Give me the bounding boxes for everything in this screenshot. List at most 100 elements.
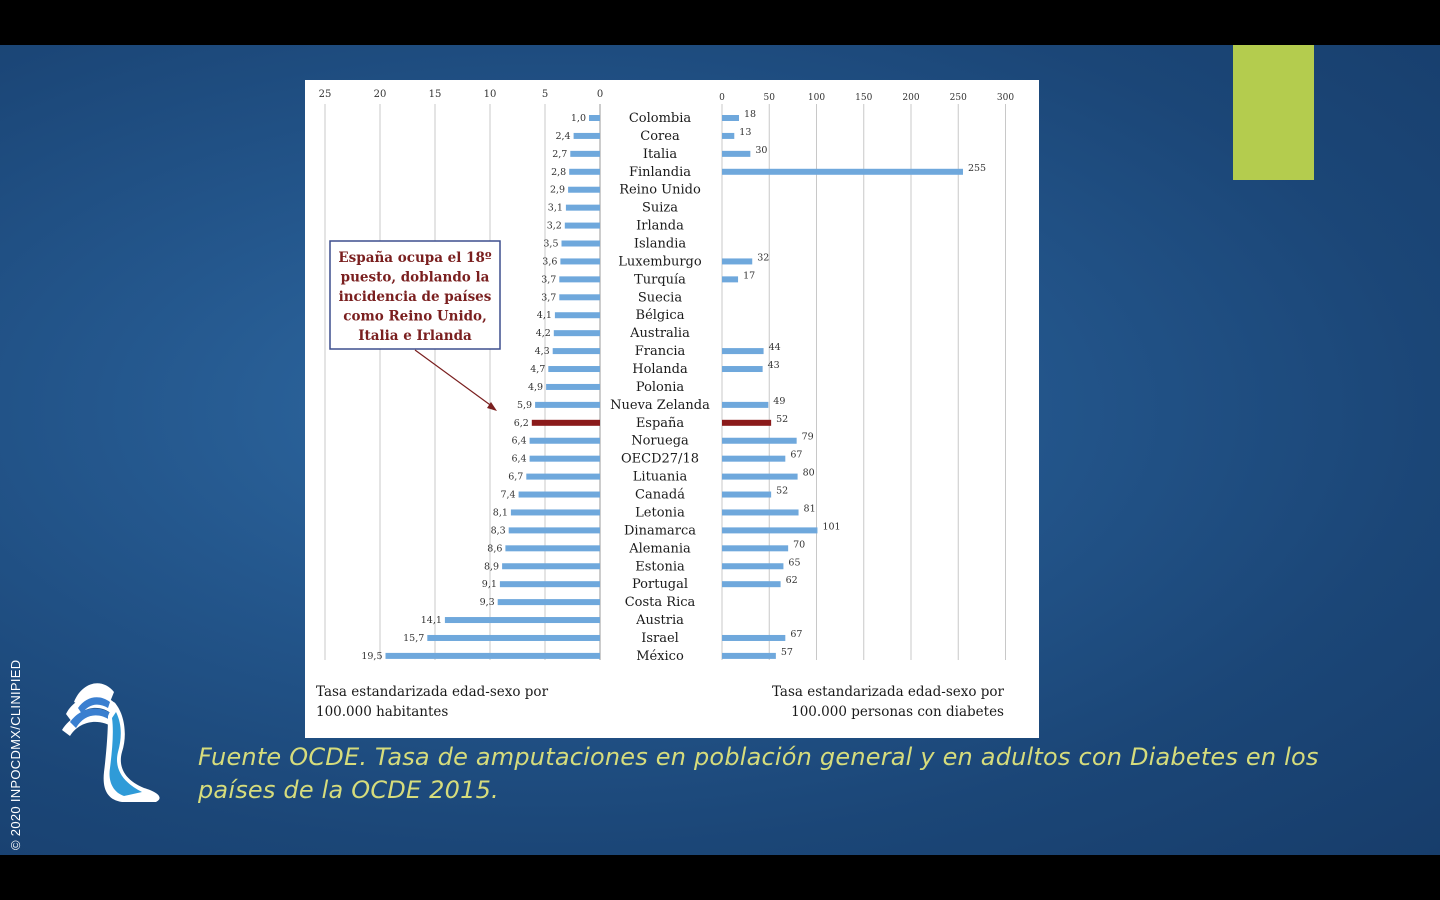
left-bar-holanda xyxy=(548,366,600,373)
left-value-label: 1,0 xyxy=(571,113,586,124)
annotation-line: puesto, doblando la xyxy=(341,270,490,286)
right-bar-luxemburgo xyxy=(722,258,753,265)
category-label: Islandia xyxy=(634,237,687,252)
category-label: Suecia xyxy=(638,290,682,305)
left-value-label: 4,9 xyxy=(528,382,543,393)
left-value-label: 6,4 xyxy=(511,436,526,447)
category-label: Polonia xyxy=(636,380,685,395)
right-value-label: 255 xyxy=(968,163,986,174)
accent-rectangle xyxy=(1233,45,1314,180)
right-bar-m-xico xyxy=(722,652,776,659)
annotation-box xyxy=(329,240,501,350)
left-value-label: 3,1 xyxy=(548,203,563,214)
annotation-arrowhead xyxy=(487,402,497,411)
left-value-label: 6,2 xyxy=(514,418,529,429)
category-label: Austria xyxy=(635,613,684,628)
left-bar-colombia xyxy=(589,115,600,121)
right-bar-turqu-a xyxy=(722,276,739,283)
left-value-label: 7,4 xyxy=(500,490,515,501)
left-bar-islandia xyxy=(561,240,600,247)
annotation-arrow-line xyxy=(414,349,494,408)
category-label: Canadá xyxy=(635,488,685,503)
left-bar-canad- xyxy=(518,491,600,498)
right-value-label: 67 xyxy=(790,450,802,461)
right-bar-dinamarca xyxy=(722,527,818,534)
left-tick-label: 25 xyxy=(319,89,332,100)
right-value-label: 30 xyxy=(755,145,767,156)
right-bar-lituania xyxy=(722,473,798,480)
left-value-label: 2,9 xyxy=(550,185,565,196)
left-tick-label: 20 xyxy=(374,89,387,100)
left-value-label: 3,7 xyxy=(541,292,556,303)
category-label: Costa Rica xyxy=(625,595,696,610)
left-value-label: 19,5 xyxy=(361,651,382,662)
right-value-label: 81 xyxy=(804,503,816,514)
left-value-label: 15,7 xyxy=(403,633,424,644)
right-axis-title: Tasa estandarizada edad-sexo por xyxy=(772,684,1005,700)
category-label: Suiza xyxy=(642,201,678,216)
left-bar-reino-unido xyxy=(568,186,600,193)
right-value-label: 52 xyxy=(776,486,788,497)
left-bar-letonia xyxy=(510,509,600,516)
left-bar-alemania xyxy=(505,545,600,552)
left-bar-estonia xyxy=(502,563,600,570)
right-bar-finlandia xyxy=(722,168,963,175)
left-value-label: 9,1 xyxy=(482,579,497,590)
left-value-label: 8,6 xyxy=(487,543,502,554)
right-value-label: 44 xyxy=(769,342,781,353)
right-axis-title: 100.000 personas con diabetes xyxy=(791,704,1004,720)
right-bar-espa-a xyxy=(722,419,772,426)
right-tick-label: 150 xyxy=(855,93,872,103)
annotation-line: incidencia de países xyxy=(339,289,492,305)
left-bar-costa-rica xyxy=(497,599,600,606)
category-label: Holanda xyxy=(632,362,688,377)
left-value-label: 3,5 xyxy=(543,239,558,250)
left-bar-nueva-zelanda xyxy=(535,401,600,408)
right-bar-oecd27-18 xyxy=(722,455,786,462)
right-bar-letonia xyxy=(722,509,799,516)
left-value-label: 4,1 xyxy=(537,310,552,321)
left-value-label: 14,1 xyxy=(421,615,442,626)
left-bar-turqu-a xyxy=(559,276,600,283)
right-value-label: 57 xyxy=(781,647,793,658)
left-value-label: 8,9 xyxy=(484,561,499,572)
left-tick-label: 0 xyxy=(597,89,603,100)
category-label: México xyxy=(636,649,684,664)
left-axis-title: Tasa estandarizada edad-sexo por xyxy=(316,684,549,700)
left-value-label: 3,6 xyxy=(542,256,557,267)
left-value-label: 9,3 xyxy=(480,597,495,608)
right-tick-label: 0 xyxy=(719,93,725,103)
right-value-label: 67 xyxy=(790,629,802,640)
annotation-line: Italia e Irlanda xyxy=(358,328,472,344)
right-tick-label: 100 xyxy=(808,93,825,103)
left-bar-suecia xyxy=(559,294,600,301)
left-bar-austria xyxy=(444,617,600,624)
left-bar-corea xyxy=(573,132,600,139)
left-bar-israel xyxy=(427,634,600,641)
category-label: Italia xyxy=(643,147,677,162)
annotation-line: España ocupa el 18º xyxy=(338,250,491,266)
category-label: Lituania xyxy=(633,470,688,485)
category-label: Irlanda xyxy=(636,219,684,234)
category-label: Alemania xyxy=(628,541,691,556)
right-value-label: 79 xyxy=(802,432,814,443)
left-value-label: 4,7 xyxy=(530,364,545,375)
right-tick-label: 200 xyxy=(902,93,919,103)
category-label: Reino Unido xyxy=(619,183,701,198)
right-value-label: 13 xyxy=(739,127,751,138)
right-bar-colombia xyxy=(722,115,740,121)
chart-panel: 25 20 15 10 5 0 0 50 100 150 200 250 300 1,0 2,4 2,7 2… xyxy=(305,80,1039,738)
left-value-label: 2,7 xyxy=(552,149,567,160)
left-bar-dinamarca xyxy=(508,527,600,534)
category-label: Australia xyxy=(629,326,690,341)
left-value-label: 4,3 xyxy=(535,346,550,357)
winged-foot-icon xyxy=(62,683,160,802)
category-label: Finlandia xyxy=(629,165,691,180)
left-bar-polonia xyxy=(546,383,600,390)
right-tick-label: 300 xyxy=(997,93,1014,103)
left-value-label: 6,7 xyxy=(508,472,523,483)
category-label: Estonia xyxy=(635,559,685,574)
right-value-label: 52 xyxy=(776,414,788,425)
right-bar-noruega xyxy=(722,437,797,444)
right-bar-corea xyxy=(722,132,735,139)
